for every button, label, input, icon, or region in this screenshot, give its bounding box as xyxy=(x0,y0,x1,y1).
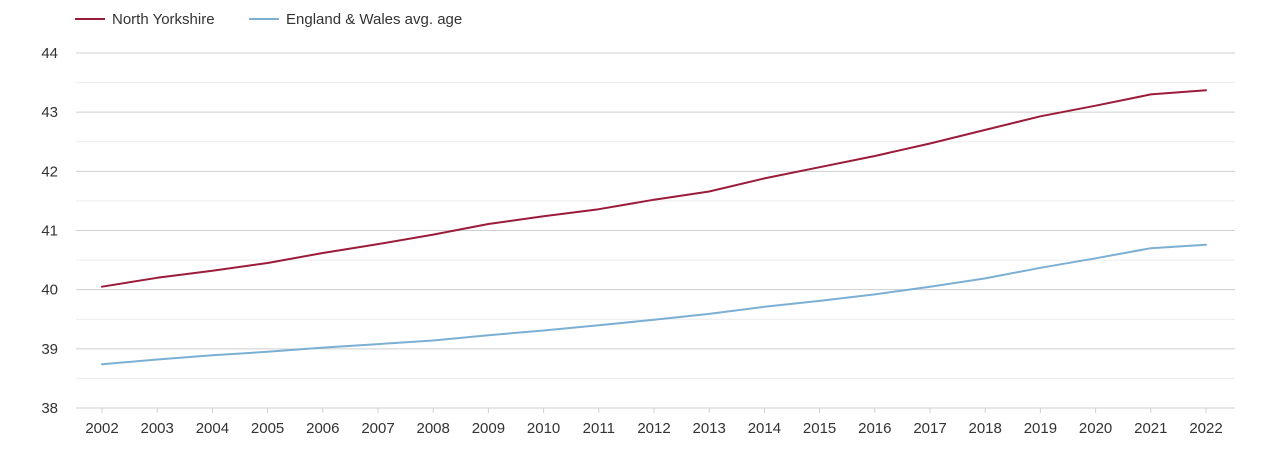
series-lines xyxy=(101,89,1207,366)
legend-item[interactable]: England & Wales avg. age xyxy=(249,11,462,28)
x-tick-label: 2013 xyxy=(693,420,726,437)
x-tick-label: 2007 xyxy=(361,420,394,437)
x-tick-label: 2005 xyxy=(251,420,284,437)
x-tick-label: 2012 xyxy=(637,420,670,437)
x-tick-label: 2016 xyxy=(858,420,891,437)
y-tick-label: 39 xyxy=(41,341,58,358)
x-tick-label: 2022 xyxy=(1189,420,1222,437)
x-tick-label: 2018 xyxy=(969,420,1002,437)
x-tick-label: 2004 xyxy=(196,420,229,437)
x-tick-label: 2020 xyxy=(1079,420,1112,437)
x-tick-label: 2006 xyxy=(306,420,339,437)
x-tick-label: 2019 xyxy=(1024,420,1057,437)
y-tick-label: 42 xyxy=(41,163,58,180)
y-tick-label: 41 xyxy=(41,223,58,240)
x-tick-label: 2017 xyxy=(913,420,946,437)
x-tick-label: 2008 xyxy=(417,420,450,437)
grid-lines xyxy=(76,52,1235,409)
x-tick-label: 2009 xyxy=(472,420,505,437)
y-tick-label: 44 xyxy=(41,45,58,62)
x-tick-label: 2021 xyxy=(1134,420,1167,437)
y-tick-label: 43 xyxy=(41,104,58,121)
x-tick-label: 2003 xyxy=(141,420,174,437)
legend-item[interactable]: North Yorkshire xyxy=(75,11,215,28)
x-tick-label: 2011 xyxy=(583,420,615,437)
legend-label: England & Wales avg. age xyxy=(286,11,462,28)
legend-label: North Yorkshire xyxy=(112,11,215,28)
x-tick-label: 2002 xyxy=(85,420,118,437)
legend: North Yorkshire England & Wales avg. age xyxy=(75,11,462,28)
series-line-north-yorkshire xyxy=(101,89,1207,288)
series-line-england-wales xyxy=(101,243,1207,366)
axes: 38 39 40 41 42 43 44 2002 2003 2004 2005 2006 2007 20… xyxy=(41,45,1222,437)
x-tick-label: 2010 xyxy=(527,420,560,437)
x-tick-label: 2014 xyxy=(748,420,781,437)
x-tick-label: 2015 xyxy=(803,420,836,437)
y-tick-label: 38 xyxy=(41,400,58,417)
y-tick-label: 40 xyxy=(41,282,58,299)
